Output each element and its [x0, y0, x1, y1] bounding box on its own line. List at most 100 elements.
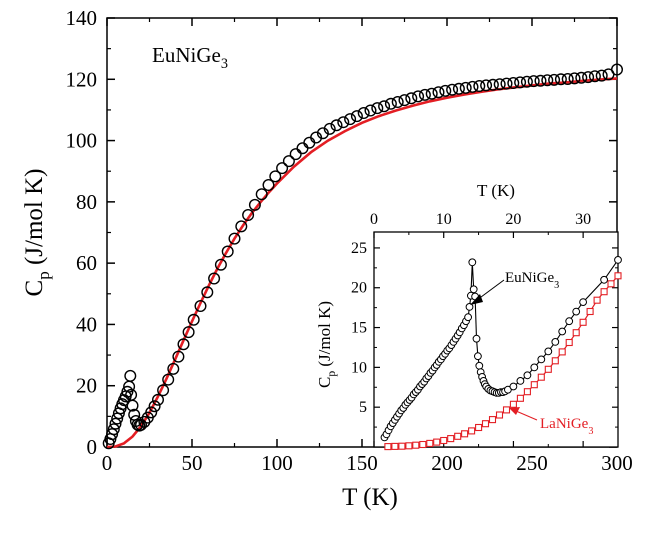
data-point — [177, 338, 190, 351]
data-point — [167, 362, 180, 375]
inset-y-tick-label: 20 — [351, 280, 367, 297]
data-point — [548, 73, 561, 86]
data-point — [208, 272, 221, 285]
x-tick-label: 50 — [182, 451, 203, 475]
data-point — [148, 400, 161, 413]
data-point — [172, 350, 185, 363]
lanige3-point — [502, 406, 511, 414]
x-axis-title: T (K) — [342, 484, 398, 511]
x-tick-label: 250 — [516, 451, 548, 475]
eunige3-point — [614, 256, 622, 264]
inset-y-axis-title: Cp (J/mol K) — [315, 301, 338, 388]
data-point — [106, 428, 119, 441]
lanige3-point — [412, 441, 420, 449]
lanige3-point — [509, 400, 517, 408]
data-point — [107, 423, 120, 436]
lanige3-point — [405, 442, 413, 450]
data-point — [316, 127, 329, 140]
data-point — [432, 86, 445, 99]
data-point — [588, 70, 601, 83]
y-tick-label: 0 — [87, 435, 98, 459]
data-point — [595, 69, 608, 82]
y-tick-label: 140 — [66, 6, 98, 30]
data-point — [276, 162, 289, 175]
eunige3-point — [509, 382, 518, 391]
data-point — [145, 406, 158, 419]
lanige3-point — [495, 411, 504, 419]
data-point — [282, 155, 295, 168]
data-point — [357, 106, 370, 119]
eunige3-arrowhead — [470, 294, 483, 305]
lanige3-point — [523, 388, 531, 396]
lanige3-point — [391, 442, 399, 450]
x-tick-label: 200 — [431, 451, 463, 475]
data-point — [242, 208, 255, 221]
data-point — [582, 71, 595, 84]
y-axis-title: Cp (J/mol K) — [21, 169, 53, 297]
eunige3-point — [600, 275, 608, 284]
lanige3-point — [558, 348, 566, 356]
data-point — [418, 88, 431, 101]
data-point — [568, 72, 581, 85]
data-point — [151, 393, 164, 406]
eunige3-point — [530, 363, 539, 372]
data-point — [269, 170, 282, 183]
lanige3-point — [516, 394, 524, 402]
lanige3-point — [426, 439, 434, 447]
data-point — [344, 113, 357, 126]
data-point — [182, 326, 195, 339]
data-point — [425, 87, 438, 100]
data-point — [121, 385, 134, 398]
x-tick-label: 150 — [346, 451, 378, 475]
y-tick-label: 100 — [66, 129, 98, 153]
x-tick-label: 0 — [102, 451, 113, 475]
data-point — [296, 142, 309, 155]
eunige3-point — [523, 371, 532, 380]
lanige3-point — [544, 365, 552, 373]
eunige3-label: EuNiGe3 — [505, 270, 559, 291]
lanige3-point — [461, 430, 469, 438]
eunige3-arrow — [476, 279, 505, 301]
data-point — [310, 131, 323, 144]
x-tick-label: 300 — [601, 451, 633, 475]
y-tick-label: 60 — [76, 251, 97, 275]
eunige3-point — [465, 303, 474, 311]
data-point — [134, 418, 147, 431]
data-point — [561, 72, 574, 85]
data-point — [378, 100, 391, 113]
lanige3-point — [454, 432, 462, 440]
data-point — [452, 82, 465, 95]
data-point — [534, 74, 547, 87]
data-point — [194, 300, 207, 313]
lanige3-point — [398, 442, 406, 450]
inset-x-tick-label: 0 — [370, 211, 378, 228]
inset-x-tick-label: 10 — [436, 211, 452, 228]
data-point — [439, 84, 452, 97]
lanige3-label: LaNiGe3 — [540, 416, 593, 437]
lanige3-point — [537, 373, 545, 381]
lanige3-point — [447, 435, 455, 443]
data-point — [405, 92, 418, 105]
lanige3-arrowhead — [509, 407, 520, 415]
data-point — [124, 369, 137, 382]
data-point — [520, 75, 533, 88]
data-point — [221, 245, 234, 258]
data-point — [109, 417, 122, 430]
inset-y-tick-label: 10 — [351, 359, 367, 376]
data-point — [157, 384, 170, 397]
lanige3-point — [440, 436, 448, 445]
eunige3-point — [464, 313, 473, 322]
lanige3-point — [593, 296, 601, 304]
eunige3-point — [475, 361, 484, 370]
data-point — [384, 97, 397, 110]
data-point — [480, 79, 493, 92]
compound-label: EuNiGe3 — [152, 43, 228, 72]
data-point — [337, 116, 350, 129]
lanige3-point — [579, 318, 587, 326]
lanige3-point — [565, 338, 573, 347]
data-point — [162, 373, 175, 386]
eunige3-point — [579, 298, 587, 307]
inset-y-tick-label: 15 — [351, 320, 367, 337]
data-point — [201, 286, 214, 299]
